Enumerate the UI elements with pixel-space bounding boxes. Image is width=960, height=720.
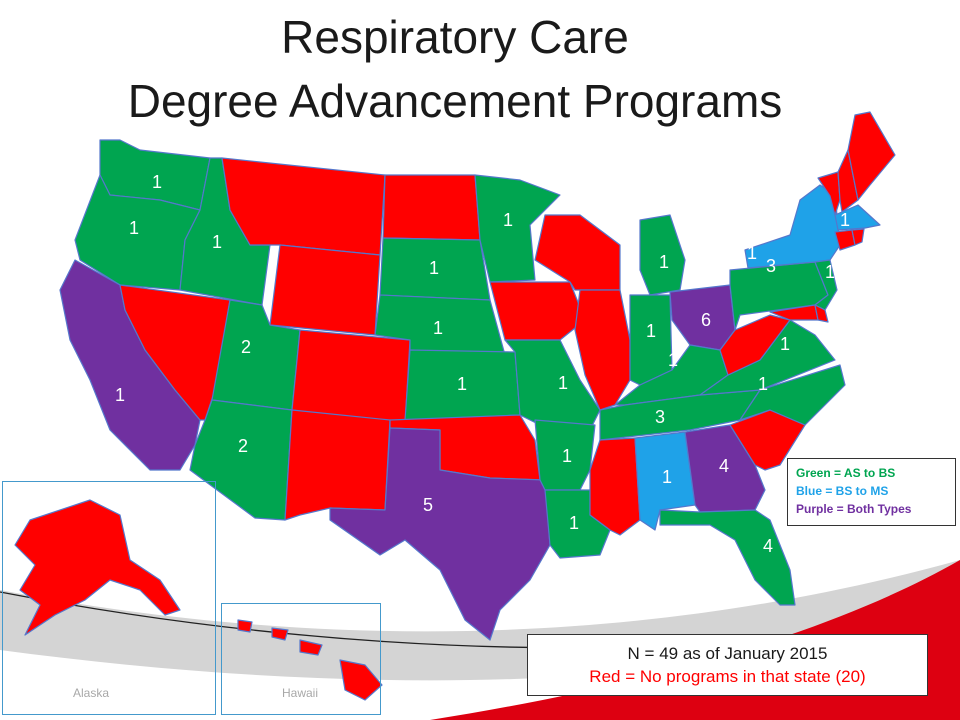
count-label-in: 1: [646, 321, 656, 341]
alaska-label: Alaska: [73, 686, 110, 700]
count-label-al: 1: [662, 467, 672, 487]
count-label-mi: 1: [659, 252, 669, 272]
state-de[interactable]: [814, 304, 829, 323]
title-line-2: Degree Advancement Programs: [127, 75, 783, 127]
count-label-or: 1: [129, 218, 139, 238]
state-hi[interactable]: [339, 659, 383, 701]
state-wy[interactable]: [269, 244, 381, 336]
count-label-mo: 1: [558, 373, 568, 393]
count-label-ut: 2: [241, 337, 251, 357]
state-vt[interactable]: [817, 171, 841, 216]
legend-blue: Blue = BS to MS: [796, 484, 889, 498]
state-wi[interactable]: [534, 214, 621, 291]
alaska-inset-frame: Alaska: [2, 481, 216, 715]
state-nm[interactable]: [284, 409, 391, 521]
legend-green: Green = AS to BS: [796, 466, 896, 480]
count-label-fl: 4: [763, 536, 773, 556]
count-label-az: 2: [238, 436, 248, 456]
count-label-pa: 3: [766, 256, 776, 276]
note-red-meaning: Red = No programs in that state (20): [589, 667, 866, 686]
hawaii-island-kauai: [237, 619, 253, 633]
state-fl[interactable]: [659, 509, 796, 606]
hawaii-inset-frame: Hawaii: [221, 603, 381, 715]
state-co[interactable]: [291, 329, 411, 426]
hawaii-island-oahu: [271, 627, 289, 641]
title-line-1: Respiratory Care: [281, 11, 629, 63]
state-ri[interactable]: [851, 228, 865, 246]
count-label-nc: 1: [758, 374, 768, 394]
color-legend: Green = AS to BS Blue = BS to MS Purple …: [787, 458, 956, 526]
note-count: N = 49 as of January 2015: [627, 644, 828, 663]
state-nh[interactable]: [837, 149, 859, 213]
count-label-ar: 1: [562, 446, 572, 466]
count-label-nj: 1: [825, 262, 835, 282]
state-me[interactable]: [847, 111, 896, 201]
state-ny[interactable]: [744, 184, 841, 269]
hawaii-island-maui: [299, 639, 323, 656]
state-tx[interactable]: [329, 427, 551, 641]
summary-note: N = 49 as of January 2015 Red = No progr…: [527, 634, 928, 696]
count-label-la: 1: [569, 513, 579, 533]
count-label-ma: 1: [840, 210, 850, 230]
count-label-sd: 1: [429, 258, 439, 278]
count-label-id: 1: [212, 232, 222, 252]
state-ak[interactable]: [14, 499, 181, 636]
count-label-ky: 1: [668, 350, 678, 370]
state-nd[interactable]: [382, 174, 481, 241]
count-label-tn: 3: [655, 407, 665, 427]
count-label-oh: 6: [701, 310, 711, 330]
count-label-mn: 1: [503, 210, 513, 230]
state-mi[interactable]: [639, 214, 686, 296]
count-label-ca: 1: [115, 385, 125, 405]
state-mn[interactable]: [474, 174, 561, 283]
count-label-ga: 4: [719, 456, 729, 476]
state-ma[interactable]: [834, 204, 881, 231]
count-label-wa: 1: [152, 172, 162, 192]
legend-purple: Purple = Both Types: [796, 502, 912, 516]
count-label-ny: 1: [747, 243, 757, 263]
count-label-va: 1: [780, 334, 790, 354]
state-md[interactable]: [769, 304, 819, 321]
hawaii-label: Hawaii: [282, 686, 319, 700]
count-label-ks: 1: [457, 374, 467, 394]
count-label-ne: 1: [433, 318, 443, 338]
state-ms[interactable]: [589, 437, 641, 536]
state-ia[interactable]: [489, 281, 586, 341]
count-label-tx: 5: [423, 495, 433, 515]
